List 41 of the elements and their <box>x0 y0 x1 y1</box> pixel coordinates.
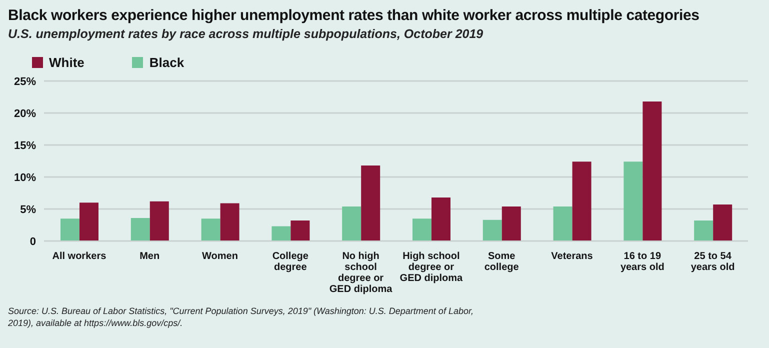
x-tick-label: 25 to 54 years old <box>690 251 735 273</box>
bar <box>572 162 592 241</box>
bar <box>220 203 240 241</box>
y-tick-label: 5% <box>20 204 36 216</box>
y-tick-label: 15% <box>14 140 36 152</box>
bar <box>412 218 432 241</box>
y-tick-label: 0 <box>30 236 36 248</box>
bar <box>361 165 380 241</box>
bar <box>201 218 220 241</box>
x-tick-label: Veterans <box>551 251 594 262</box>
bar <box>290 220 310 241</box>
y-tick-label: 20% <box>14 108 36 120</box>
bar <box>694 220 714 241</box>
bar <box>130 218 150 241</box>
x-tick-label: Women <box>202 251 238 262</box>
bar <box>642 101 662 241</box>
chart-subtitle: U.S. unemployment rates by race across multiple subpopulations, October 2019 <box>8 26 484 43</box>
bar <box>272 226 291 241</box>
x-tick-label: High school degree or GED diploma <box>400 251 464 284</box>
legend-label: Black <box>149 54 184 70</box>
bar <box>431 197 450 241</box>
x-tick-label: All workers <box>52 251 107 262</box>
bar <box>150 201 169 241</box>
chart-title: Black workers experience higher unemployment rates than white worker across multiple categories <box>8 6 700 26</box>
x-tick-label: College degree <box>272 251 309 273</box>
bar <box>624 162 643 241</box>
x-tick-label: 16 to 19 years old <box>620 251 664 273</box>
y-tick-label: 10% <box>14 172 36 184</box>
bar <box>79 202 98 241</box>
x-tick-label: Men <box>140 251 160 262</box>
x-tick-label: No high school degree or GED diploma <box>329 251 393 295</box>
source-note: Source: U.S. Bureau of Labor Statistics, "Current Population Surveys, 2019" (Washington: U.S. Department of Labor, 2019), available at https://www.bls.gov/cps/. <box>8 305 474 329</box>
bar <box>342 206 362 241</box>
x-tick-label: Some college <box>484 251 520 273</box>
y-tick-label: 25% <box>14 76 36 88</box>
legend-label: White <box>49 54 84 70</box>
bar <box>713 204 732 241</box>
bar <box>60 218 80 241</box>
bar <box>502 206 521 241</box>
bar <box>482 220 502 241</box>
bar <box>553 206 572 241</box>
